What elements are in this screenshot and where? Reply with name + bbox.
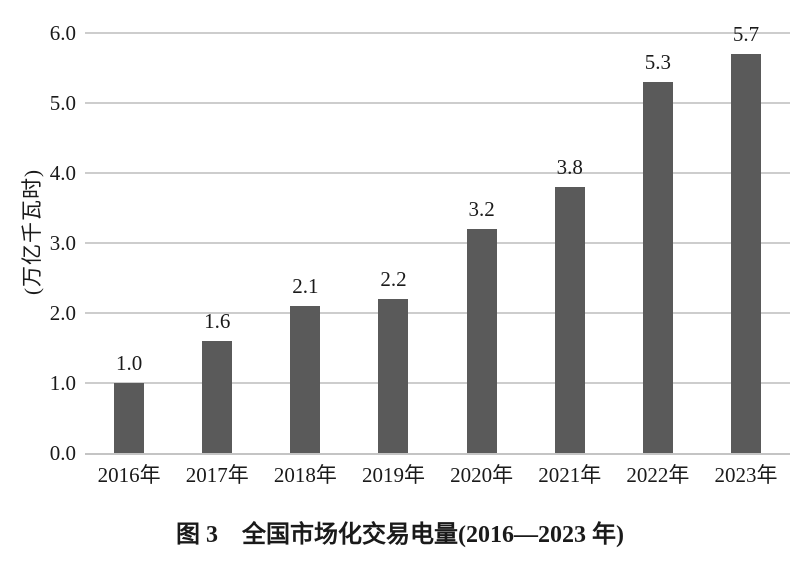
- bar-value-label: 5.7: [732, 22, 760, 46]
- bar-value-label: 2.2: [380, 267, 407, 291]
- bar-value-label: 3.8: [556, 155, 583, 179]
- x-tick-label: 2019年: [361, 463, 425, 487]
- y-tick-label: 0.0: [49, 441, 76, 465]
- x-tick-label: 2018年: [273, 463, 337, 487]
- figure-caption: 图 3 全国市场化交易电量(2016—2023 年): [176, 522, 624, 548]
- bar-2021: [554, 187, 585, 453]
- x-tick-label: 2023年: [714, 463, 778, 487]
- y-tick-label: 6.0: [49, 21, 76, 45]
- x-tick-label: 2017年: [185, 463, 249, 487]
- bar-2017: [202, 341, 233, 453]
- bar-2016: [114, 383, 145, 453]
- y-tick-label: 4.0: [49, 161, 76, 185]
- bar-2022: [642, 82, 673, 453]
- y-tick-label: 3.0: [49, 231, 76, 255]
- bar-2018: [290, 306, 321, 453]
- gridline: [85, 32, 790, 34]
- y-tick-label: 2.0: [49, 301, 76, 325]
- bar-value-label: 3.2: [468, 197, 495, 221]
- y-tick-label: 5.0: [49, 91, 76, 115]
- bar-value-label: 1.6: [204, 309, 231, 333]
- bar-2019: [378, 299, 409, 453]
- x-tick-label: 2022年: [626, 463, 690, 487]
- x-tick-label: 2020年: [450, 463, 514, 487]
- bar-2023: [730, 54, 761, 453]
- bar-value-label: 2.1: [292, 274, 319, 298]
- bar-value-label: 5.3: [644, 50, 671, 74]
- plot-area: 1.0 2016年 1.6 2017年 2.1 2018年 2.2 2019年 3.2 2020年…: [85, 22, 790, 487]
- x-tick-label: 2016年: [97, 463, 161, 487]
- gridline: [85, 312, 790, 314]
- gridline: [85, 102, 790, 104]
- gridline: [85, 172, 790, 174]
- y-tick-label: 1.0: [49, 371, 76, 395]
- gridline: [85, 242, 790, 244]
- bar-value-label: 1.0: [115, 351, 143, 375]
- gridline: [85, 382, 790, 384]
- x-tick-label: 2021年: [538, 463, 602, 487]
- bar-2020: [466, 229, 497, 453]
